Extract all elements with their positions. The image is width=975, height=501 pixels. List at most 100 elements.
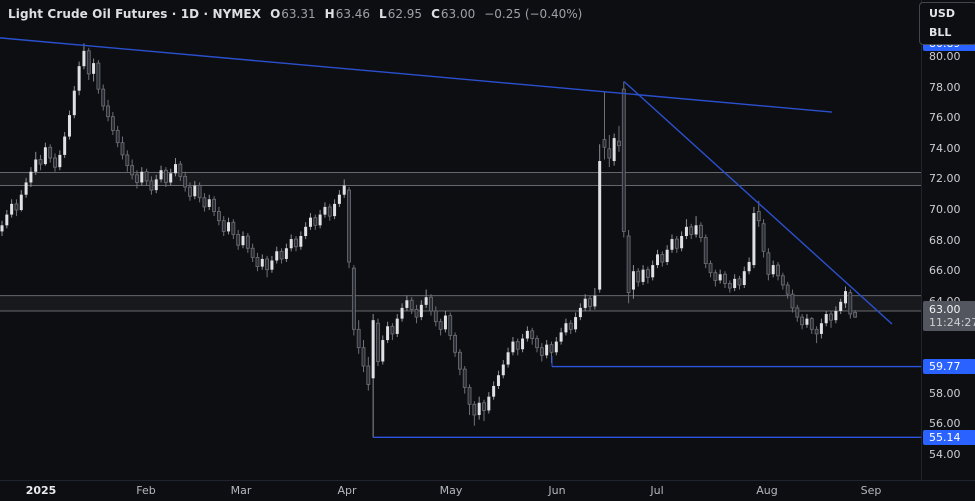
- candle-down: [780, 275, 785, 286]
- candle-down: [549, 344, 554, 353]
- time-tick-label: Sep: [860, 484, 882, 497]
- candle-up: [169, 173, 173, 183]
- candle-down: [539, 347, 544, 356]
- candle-up: [304, 226, 308, 237]
- candle-down: [390, 325, 395, 335]
- time-tick-label: Jun: [548, 484, 566, 497]
- candle-down: [636, 270, 641, 283]
- candle-up: [419, 304, 423, 318]
- candle-up: [506, 352, 510, 365]
- candle-up: [501, 364, 505, 376]
- candle-down: [568, 322, 573, 330]
- candle-down: [163, 169, 168, 183]
- candle-up: [337, 194, 341, 204]
- candle-up: [443, 315, 447, 330]
- candle-down: [761, 223, 766, 252]
- candle-up: [140, 171, 144, 183]
- level-price-label: 59.77: [923, 359, 975, 375]
- candle-up: [511, 341, 515, 353]
- candle-down: [737, 278, 742, 286]
- symbol-title[interactable]: Light Crude Oil Futures · 1D · NYMEX: [8, 7, 262, 21]
- candle-down: [361, 347, 366, 367]
- candle-down: [38, 159, 43, 165]
- candle-up: [333, 203, 337, 217]
- price-tick-label: 66.00: [929, 264, 961, 278]
- candle-down: [356, 328, 361, 349]
- ohlc-group: C 63.00: [431, 7, 475, 21]
- candle-up: [34, 159, 38, 172]
- price-axis[interactable]: 54.0056.0058.0064.0066.0068.0070.0072.00…: [921, 0, 975, 480]
- price-tick-label: 78.00: [929, 80, 961, 94]
- candle-up: [270, 260, 274, 270]
- candle-down: [414, 309, 419, 318]
- candle-down: [515, 341, 520, 350]
- candle-down: [756, 211, 761, 222]
- candle-down: [245, 235, 250, 249]
- candle-up: [193, 185, 197, 197]
- ohlc-label: O: [270, 7, 281, 21]
- candle-down: [120, 142, 125, 156]
- price-tick-label: 70.00: [929, 203, 961, 216]
- candle-down: [101, 88, 106, 107]
- price-change: −0.25 (−0.40%): [484, 7, 583, 21]
- price-tick-label: 74.00: [929, 141, 961, 155]
- candle-up: [289, 239, 293, 249]
- candle-down: [645, 269, 650, 278]
- candle-up: [651, 265, 655, 278]
- candle-up: [400, 307, 404, 319]
- candle-down: [351, 267, 356, 330]
- candle-down: [429, 296, 433, 312]
- time-axis[interactable]: 2025 Feb Mar Apr May Jun Jul Aug Sep: [0, 480, 975, 501]
- candle-up: [342, 185, 346, 195]
- candle-up: [521, 338, 525, 350]
- candle-down: [727, 283, 732, 289]
- ohlc-group: O 63.31: [270, 7, 316, 21]
- unit-button[interactable]: BLL: [929, 26, 952, 39]
- candle-down: [135, 174, 139, 183]
- candle-down: [433, 310, 438, 323]
- candle-down: [231, 221, 236, 235]
- supply-demand-zone: [0, 295, 921, 311]
- candle-down: [250, 247, 255, 258]
- candle-down: [457, 351, 462, 370]
- candle-up: [824, 314, 828, 324]
- candle-up: [72, 90, 76, 116]
- candle-up: [752, 213, 756, 266]
- price-tick-label: 58.00: [929, 386, 961, 400]
- candle-down: [115, 130, 120, 144]
- candle-down: [53, 157, 57, 168]
- candle-down: [708, 263, 713, 274]
- candle-up: [154, 179, 158, 191]
- price-tick-label: 56.00: [929, 417, 961, 431]
- candle-down: [814, 328, 819, 335]
- candle-up: [381, 340, 385, 362]
- candle-up: [308, 217, 312, 227]
- candle-down: [602, 139, 607, 148]
- candle-up: [395, 318, 399, 334]
- candle-up: [564, 323, 568, 333]
- time-tick-label: Aug: [756, 484, 778, 497]
- candle-down: [800, 316, 805, 326]
- candle-up: [19, 194, 23, 210]
- bar-countdown: 11:24:27: [929, 316, 975, 330]
- candlestick-chart[interactable]: [0, 0, 921, 480]
- candle-down: [438, 321, 443, 330]
- candle-up: [665, 249, 669, 263]
- candle-up: [371, 320, 375, 379]
- ohlc-label: L: [379, 7, 387, 21]
- unit-selector: USD BLL: [919, 2, 975, 45]
- price-tick-label: 54.00: [929, 447, 961, 461]
- ohlc-value: 62.95: [387, 7, 423, 21]
- ohlc-group: L 62.95: [379, 7, 422, 21]
- candle-up: [0, 225, 4, 232]
- candle-up: [5, 214, 9, 226]
- candle-down: [776, 264, 780, 277]
- candle-down: [96, 62, 101, 90]
- candle-down: [809, 318, 814, 330]
- candle-down: [376, 322, 380, 362]
- candle-up: [839, 301, 843, 311]
- candle-down: [265, 258, 270, 271]
- candle-up: [58, 154, 62, 168]
- currency-button[interactable]: USD: [929, 7, 955, 20]
- candle-down: [530, 330, 535, 339]
